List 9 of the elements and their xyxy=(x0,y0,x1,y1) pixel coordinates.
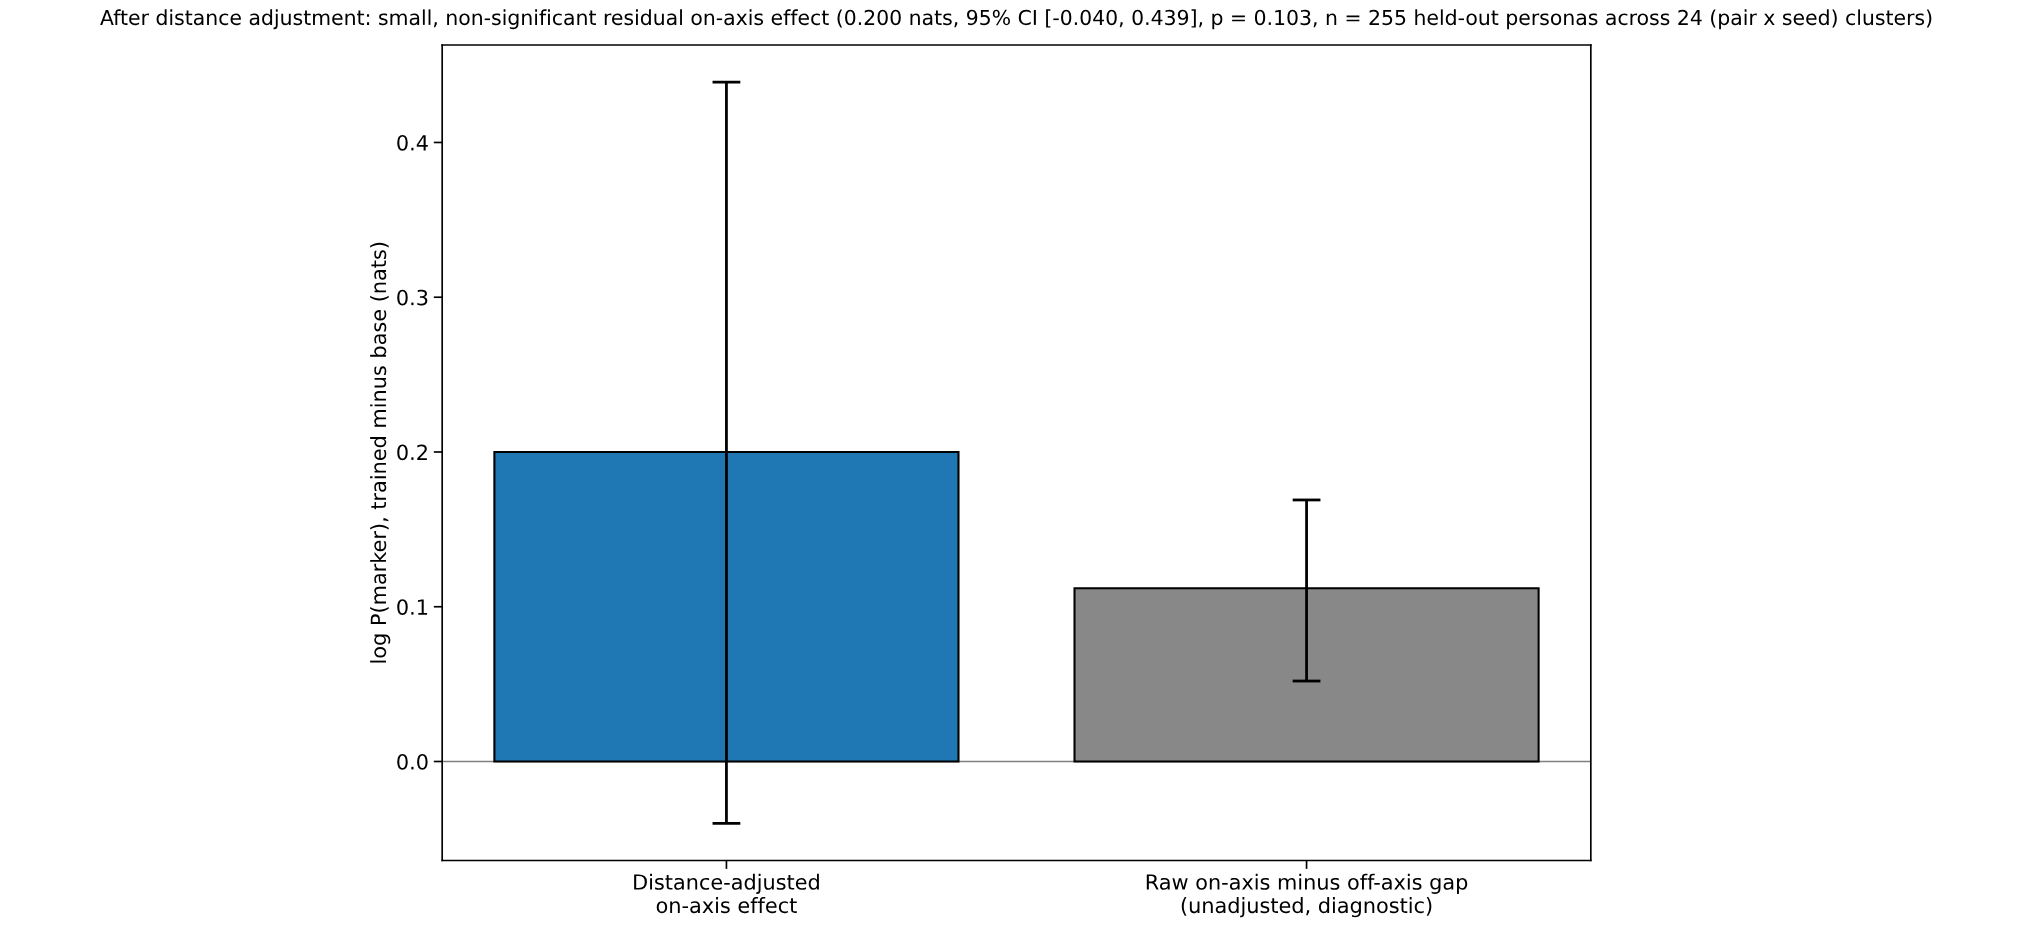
x-tick-label: Raw on-axis minus off-axis gap (unadjusted, diagnostic) xyxy=(1146,873,1468,918)
y-tick-label: 0.1 xyxy=(397,599,428,615)
x-tick-label: Distance-adjusted on-axis effect xyxy=(634,873,819,914)
y-tick-label: 0.4 xyxy=(397,134,428,151)
y-tick-label: 0.2 xyxy=(397,444,427,461)
y-axis-title: log P(marker), trained minus base (nats) xyxy=(370,242,391,663)
y-tick-label: 0.0 xyxy=(397,753,428,770)
y-tick-label: 0.3 xyxy=(397,289,428,306)
chart-title: After distance adjustment: small, non-significant residual on-axis effect (0.200 nats, 95% CI [-0.040, 0.439], p = 0.103, n = 255 held-out personas across 24 (pair x seed) clusters) xyxy=(100,9,1932,30)
